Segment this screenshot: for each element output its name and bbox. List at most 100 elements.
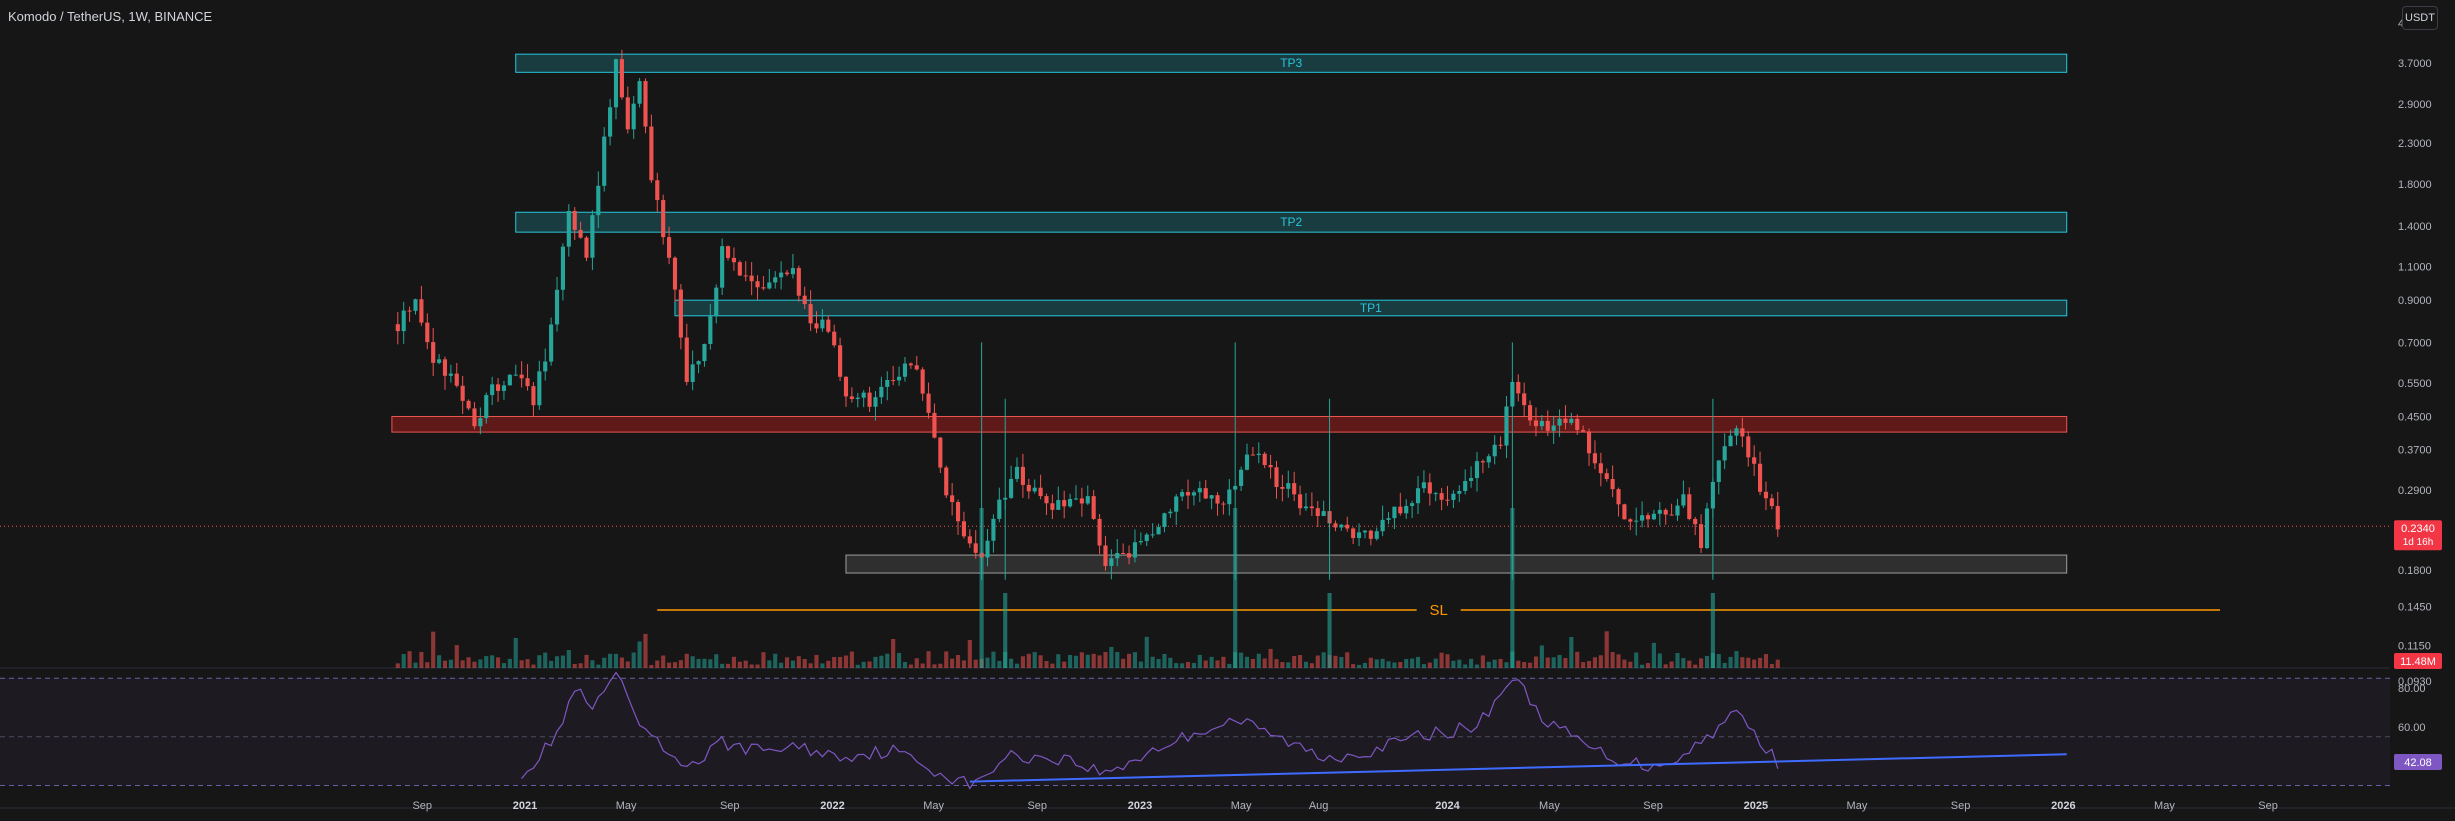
candle-body[interactable] bbox=[537, 371, 542, 406]
candle-body[interactable] bbox=[407, 310, 412, 312]
candle-body[interactable] bbox=[725, 246, 731, 258]
candle-body[interactable] bbox=[667, 237, 672, 258]
candle-body[interactable] bbox=[873, 397, 878, 407]
candle-body[interactable] bbox=[602, 136, 607, 186]
candle-body[interactable] bbox=[902, 363, 908, 377]
candle-body[interactable] bbox=[808, 304, 813, 324]
candle-body[interactable] bbox=[908, 363, 913, 366]
candle-body[interactable] bbox=[1032, 487, 1037, 492]
candle-body[interactable] bbox=[838, 345, 843, 377]
candle-body[interactable] bbox=[419, 299, 424, 323]
candle-body[interactable] bbox=[743, 275, 748, 277]
candle-body[interactable] bbox=[1433, 493, 1438, 495]
candle-body[interactable] bbox=[1480, 461, 1485, 463]
candle-body[interactable] bbox=[437, 359, 442, 363]
candle-body[interactable] bbox=[1740, 428, 1745, 437]
candle-body[interactable] bbox=[891, 380, 896, 382]
candle-body[interactable] bbox=[1486, 456, 1491, 463]
candle-body[interactable] bbox=[525, 378, 530, 387]
candle-body[interactable] bbox=[1286, 483, 1291, 489]
candle-body[interactable] bbox=[1380, 519, 1385, 532]
candle-body[interactable] bbox=[1250, 454, 1255, 456]
candle-body[interactable] bbox=[961, 521, 966, 537]
candle-body[interactable] bbox=[513, 374, 518, 376]
candle-body[interactable] bbox=[1616, 489, 1621, 505]
candle-body[interactable] bbox=[1386, 518, 1391, 520]
candle-body[interactable] bbox=[855, 397, 860, 400]
candle-body[interactable] bbox=[1640, 515, 1645, 521]
support-zone[interactable] bbox=[845, 554, 2068, 574]
candle-body[interactable] bbox=[861, 392, 866, 398]
candle-body[interactable] bbox=[944, 467, 949, 496]
candle-body[interactable] bbox=[1398, 506, 1403, 514]
candle-body[interactable] bbox=[560, 246, 565, 290]
candle-body[interactable] bbox=[1274, 467, 1279, 487]
candle-body[interactable] bbox=[442, 359, 448, 376]
candle-body[interactable] bbox=[897, 376, 902, 381]
candle-body[interactable] bbox=[1451, 493, 1456, 500]
candle-body[interactable] bbox=[1657, 509, 1662, 514]
candle-body[interactable] bbox=[1421, 482, 1426, 489]
candle-body[interactable] bbox=[814, 323, 819, 329]
candle-body[interactable] bbox=[1280, 486, 1285, 489]
candle-body[interactable] bbox=[1575, 418, 1580, 430]
candle-body[interactable] bbox=[1221, 503, 1226, 505]
candle-body[interactable] bbox=[1203, 488, 1208, 499]
candle-body[interactable] bbox=[832, 331, 837, 346]
candle-body[interactable] bbox=[973, 543, 978, 553]
rsi-trendline[interactable] bbox=[969, 753, 2067, 783]
candle-body[interactable] bbox=[1404, 505, 1409, 514]
candle-body[interactable] bbox=[531, 386, 536, 406]
candle-body[interactable] bbox=[1044, 496, 1049, 504]
candle-body[interactable] bbox=[1663, 509, 1668, 515]
resistance-zone[interactable] bbox=[391, 415, 2068, 433]
candle-body[interactable] bbox=[779, 272, 784, 278]
candle-body[interactable] bbox=[755, 281, 760, 288]
candle-body[interactable] bbox=[643, 81, 648, 127]
candle-body[interactable] bbox=[1522, 393, 1527, 406]
candle-body[interactable] bbox=[1014, 466, 1020, 479]
candle-body[interactable] bbox=[826, 319, 831, 332]
candle-body[interactable] bbox=[1528, 405, 1533, 421]
candle-body[interactable] bbox=[1415, 488, 1421, 504]
candle-body[interactable] bbox=[484, 395, 489, 419]
candle-body[interactable] bbox=[507, 374, 512, 386]
candles[interactable] bbox=[395, 49, 1780, 580]
candle-body[interactable] bbox=[967, 536, 972, 544]
candle-body[interactable] bbox=[796, 268, 801, 296]
candle-body[interactable] bbox=[519, 374, 524, 379]
candle-body[interactable] bbox=[596, 185, 601, 216]
candle-body[interactable] bbox=[950, 495, 955, 503]
candle-body[interactable] bbox=[401, 310, 406, 332]
candle-body[interactable] bbox=[1339, 524, 1344, 528]
candle-body[interactable] bbox=[1150, 534, 1155, 536]
candle-body[interactable] bbox=[1050, 503, 1055, 510]
candle-body[interactable] bbox=[708, 316, 713, 344]
candle-body[interactable] bbox=[472, 408, 477, 427]
candle-body[interactable] bbox=[1227, 489, 1232, 505]
candle-body[interactable] bbox=[1516, 381, 1521, 394]
axes[interactable]: 4.70003.70002.90002.30001.80001.40001.10… bbox=[412, 18, 2431, 812]
candle-body[interactable] bbox=[1693, 518, 1698, 525]
candle-body[interactable] bbox=[1651, 513, 1656, 520]
candle-body[interactable] bbox=[619, 59, 624, 98]
candle-body[interactable] bbox=[584, 237, 589, 258]
candle-body[interactable] bbox=[1368, 530, 1373, 539]
candle-body[interactable] bbox=[938, 437, 943, 468]
candle-body[interactable] bbox=[773, 277, 778, 283]
candle-body[interactable] bbox=[1115, 553, 1120, 559]
candle-body[interactable] bbox=[1333, 523, 1338, 528]
candle-body[interactable] bbox=[1533, 420, 1539, 427]
candle-body[interactable] bbox=[1457, 491, 1462, 494]
candle-body[interactable] bbox=[1645, 515, 1651, 520]
candle-body[interactable] bbox=[720, 246, 725, 288]
candle-body[interactable] bbox=[631, 103, 636, 130]
candle-body[interactable] bbox=[1138, 541, 1143, 543]
candle-body[interactable] bbox=[1734, 428, 1739, 436]
candle-body[interactable] bbox=[790, 268, 795, 275]
candle-body[interactable] bbox=[1109, 558, 1114, 566]
candle-body[interactable] bbox=[1239, 469, 1244, 486]
candle-body[interactable] bbox=[1174, 496, 1179, 512]
candle-body[interactable] bbox=[590, 215, 595, 258]
